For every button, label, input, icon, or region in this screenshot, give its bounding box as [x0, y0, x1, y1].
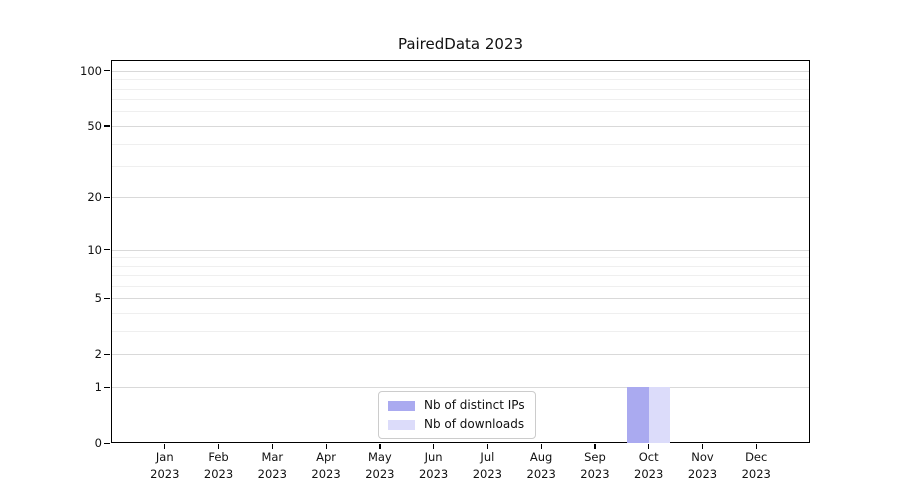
minor-gridline — [112, 99, 809, 101]
x-tick-label: Mar 2023 — [240, 449, 304, 483]
y-tick-label: 100 — [80, 63, 102, 78]
minor-gridline — [112, 331, 809, 333]
major-gridline — [112, 125, 809, 127]
x-tick-mark — [271, 444, 273, 449]
x-tick-mark — [594, 444, 596, 449]
plot-area — [111, 60, 810, 443]
x-tick-label: Jul 2023 — [455, 449, 519, 483]
x-tick-label-month: Mar — [261, 450, 284, 464]
y-tick-mark — [104, 70, 110, 72]
x-tick-mark — [325, 444, 327, 449]
minor-gridline — [112, 286, 809, 288]
x-tick-label-year: 2023 — [203, 467, 234, 481]
x-tick-label-year: 2023 — [365, 467, 395, 481]
x-tick-label-year: 2023 — [257, 467, 287, 481]
y-tick-mark — [104, 125, 110, 127]
x-tick-mark — [486, 444, 489, 449]
minor-gridline — [112, 111, 809, 113]
x-tick-label-month: Apr — [316, 450, 337, 464]
x-tick-label: Jun 2023 — [402, 449, 466, 483]
legend-item: Nb of distinct IPs — [388, 398, 525, 413]
legend-item: Nb of downloads — [388, 417, 525, 432]
x-tick-label: Dec 2023 — [724, 449, 788, 483]
legend: Nb of distinct IPs Nb of downloads — [378, 391, 536, 439]
x-tick-mark — [648, 444, 650, 449]
x-tick-label: Jan 2023 — [133, 449, 197, 483]
x-tick-label: Apr 2023 — [294, 449, 358, 483]
x-tick-mark — [164, 444, 166, 449]
y-tick-label: 20 — [87, 190, 102, 205]
x-tick-label-year: 2023 — [150, 467, 180, 481]
x-tick-label-year: 2023 — [634, 467, 664, 481]
x-tick-label: Oct 2023 — [617, 449, 681, 483]
x-tick-mark — [755, 444, 757, 449]
x-tick-mark — [433, 444, 435, 449]
major-gridline — [112, 197, 809, 199]
x-tick-mark — [701, 444, 704, 449]
x-tick-label-year: 2023 — [526, 467, 556, 481]
y-tick-mark — [104, 297, 110, 300]
minor-gridline — [112, 79, 809, 81]
y-tick-label: 10 — [87, 242, 102, 257]
x-tick-label-year: 2023 — [580, 467, 610, 481]
x-tick-label-month: Oct — [638, 450, 659, 464]
legend-swatch — [388, 419, 415, 430]
major-gridline — [112, 70, 809, 72]
legend-label: Nb of downloads — [424, 417, 525, 431]
major-gridline — [112, 249, 809, 251]
x-tick-label: Aug 2023 — [509, 449, 573, 483]
x-tick-label-month: Aug — [529, 450, 553, 464]
x-tick-label: Feb 2023 — [187, 449, 251, 483]
minor-gridline — [112, 88, 809, 90]
x-tick-label-month: Jul — [480, 450, 495, 464]
major-gridline — [112, 354, 809, 356]
x-tick-label-month: Feb — [208, 450, 229, 464]
x-tick-label-month: May — [367, 450, 392, 464]
y-tick-mark — [104, 442, 110, 444]
y-tick-label: 2 — [94, 347, 102, 362]
x-tick-label-month: Jan — [155, 450, 174, 464]
legend-swatch — [388, 400, 415, 411]
x-tick-label-year: 2023 — [741, 467, 771, 481]
y-tick-label: 5 — [94, 291, 102, 306]
x-tick-label-year: 2023 — [418, 467, 449, 481]
major-gridline — [112, 298, 809, 300]
y-tick-mark — [104, 249, 110, 251]
y-tick-mark — [104, 196, 110, 199]
x-tick-label-month: Dec — [745, 450, 768, 464]
major-gridline — [112, 387, 809, 389]
minor-gridline — [112, 257, 809, 259]
x-tick-label: Sep 2023 — [563, 449, 627, 483]
legend-label: Nb of distinct IPs — [424, 398, 525, 412]
chart-title: PairedData 2023 — [397, 35, 524, 53]
x-tick-label-month: Nov — [691, 450, 714, 464]
minor-gridline — [112, 143, 809, 145]
minor-gridline — [112, 313, 809, 315]
bar-nb-of-distinct-ips — [627, 387, 649, 443]
x-tick-mark — [540, 444, 542, 449]
y-tick-label: 0 — [94, 436, 102, 450]
x-tick-label-year: 2023 — [472, 467, 503, 481]
x-tick-label: Nov 2023 — [670, 449, 734, 483]
x-tick-label-month: Sep — [584, 450, 606, 464]
x-tick-mark — [218, 444, 220, 449]
x-tick-label-year: 2023 — [687, 467, 718, 481]
x-tick-mark — [379, 444, 381, 449]
minor-gridline — [112, 265, 809, 267]
x-tick-label: May 2023 — [348, 449, 412, 483]
minor-gridline — [112, 166, 809, 168]
y-tick-mark — [104, 353, 110, 356]
x-tick-label-month: Jun — [424, 450, 443, 464]
y-tick-label: 1 — [94, 380, 102, 395]
x-tick-label-year: 2023 — [311, 467, 341, 481]
y-tick-label: 50 — [87, 118, 102, 133]
minor-gridline — [112, 275, 809, 277]
bar-nb-of-downloads — [648, 387, 671, 443]
y-tick-mark — [104, 386, 110, 388]
